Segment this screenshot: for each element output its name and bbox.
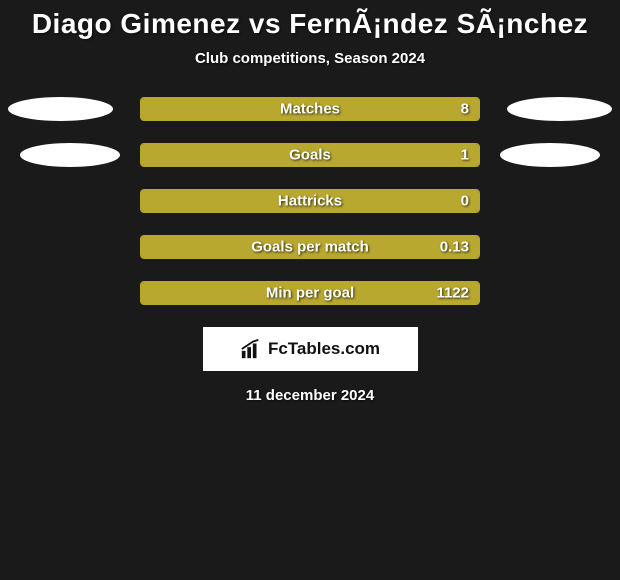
side-ellipse <box>8 97 113 121</box>
bar-track: Matches 8 <box>140 97 480 121</box>
bar-value: 0 <box>461 193 469 210</box>
side-ellipse <box>507 97 612 121</box>
bar-label: Goals per match <box>251 239 369 256</box>
brand-box: FcTables.com <box>203 327 418 371</box>
side-ellipse <box>500 143 600 167</box>
bar-track: Goals per match 0.13 <box>140 235 480 259</box>
stat-row: Min per goal 1122 <box>0 281 620 305</box>
date-text: 11 december 2024 <box>0 387 620 404</box>
bar-value: 0.13 <box>440 239 469 256</box>
bar-track: Hattricks 0 <box>140 189 480 213</box>
bar-label: Min per goal <box>266 285 354 302</box>
comparison-infographic: Diago Gimenez vs FernÃ¡ndez SÃ¡nchez Clu… <box>0 0 620 404</box>
bar-value: 1 <box>461 147 469 164</box>
side-ellipse <box>20 143 120 167</box>
brand-text: FcTables.com <box>268 339 380 359</box>
bar-value: 8 <box>461 101 469 118</box>
bar-label: Goals <box>289 147 331 164</box>
stat-row: Goals per match 0.13 <box>0 235 620 259</box>
bar-label: Matches <box>280 101 340 118</box>
bar-label: Hattricks <box>278 193 342 210</box>
page-title: Diago Gimenez vs FernÃ¡ndez SÃ¡nchez <box>0 8 620 40</box>
bar-track: Goals 1 <box>140 143 480 167</box>
stat-row: Goals 1 <box>0 143 620 167</box>
page-subtitle: Club competitions, Season 2024 <box>0 50 620 67</box>
bar-track: Min per goal 1122 <box>140 281 480 305</box>
stat-rows: Matches 8 Goals 1 Hattricks 0 Goals per match 0… <box>0 97 620 305</box>
bar-chart-icon <box>240 338 262 360</box>
stat-row: Matches 8 <box>0 97 620 121</box>
bar-value: 1122 <box>436 285 469 302</box>
stat-row: Hattricks 0 <box>0 189 620 213</box>
